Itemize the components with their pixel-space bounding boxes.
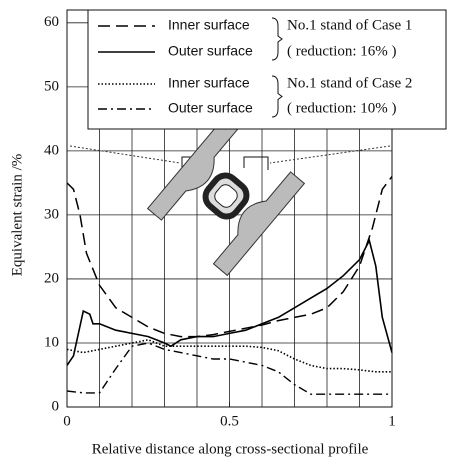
y-tick-label: 10 xyxy=(44,334,59,350)
lines xyxy=(66,176,393,395)
x-tick-label: 1 xyxy=(388,413,396,429)
x-tick-label: 0.5 xyxy=(220,413,239,429)
y-tick-label: 60 xyxy=(44,14,59,30)
x-axis-label: Relative distance along cross-sectional … xyxy=(92,441,369,457)
rolls xyxy=(146,115,306,277)
series-line xyxy=(66,338,392,373)
legend: Inner surface Outer surface Inner surface O… xyxy=(98,17,412,118)
y-tick-label: 0 xyxy=(52,398,60,414)
y-axis-label: Equivalent strain /% xyxy=(9,154,25,276)
inset-diagram xyxy=(69,115,391,277)
legend-group-note: ( reduction: 10% ) xyxy=(287,100,397,116)
series-line xyxy=(66,342,392,395)
legend-group-label: No.1 stand of Case 2 xyxy=(287,75,412,91)
pointer-bracket xyxy=(243,156,269,170)
legend-box xyxy=(87,9,447,130)
y-tick-label: 50 xyxy=(44,78,59,94)
y-tick-label: 40 xyxy=(44,142,59,158)
series-line xyxy=(66,238,393,366)
legend-brace xyxy=(271,75,283,118)
legend-group-label: No.1 stand of Case 1 xyxy=(287,17,412,33)
pointer-arrow xyxy=(269,145,391,164)
legend-label: Outer surface xyxy=(168,100,253,116)
legend-label: Inner surface xyxy=(168,75,250,91)
pointer-arrow xyxy=(69,145,181,164)
series-line xyxy=(66,176,393,338)
legend-label: Outer surface xyxy=(168,43,253,59)
x-tick-label: 0 xyxy=(63,413,71,429)
y-tick-label: 20 xyxy=(44,270,59,286)
legend-brace xyxy=(271,17,283,61)
tube-bore xyxy=(214,184,238,208)
legend-label: Inner surface xyxy=(168,17,250,33)
roll xyxy=(212,171,306,277)
legend-group-note: ( reduction: 16% ) xyxy=(287,43,397,59)
y-tick-label: 30 xyxy=(44,206,59,222)
roll xyxy=(146,115,240,221)
